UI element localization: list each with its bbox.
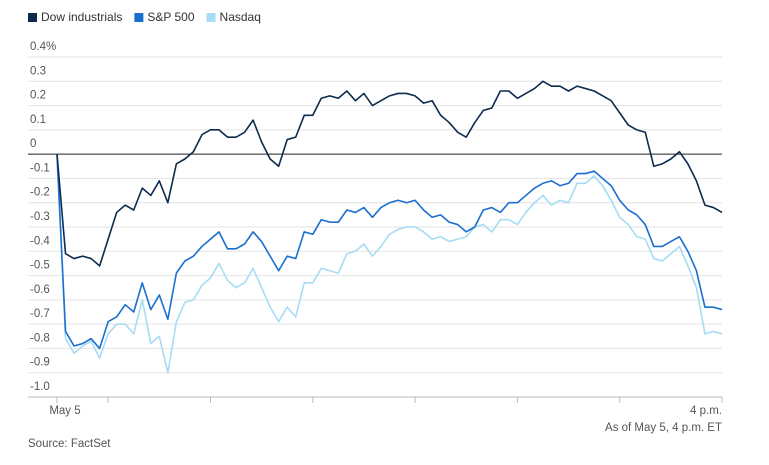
x-axis: May 5 4 p.m. — [28, 396, 723, 417]
y-tick-label: 0.2 — [30, 90, 46, 102]
legend-label: Dow industrials — [41, 10, 122, 24]
y-tick-label: -0.9 — [30, 357, 50, 369]
source: Source: FactSet — [28, 438, 111, 450]
y-tick-label: 0.1 — [30, 114, 46, 126]
y-tick-label: 0.3 — [30, 65, 46, 77]
legend-swatch — [28, 13, 37, 22]
y-tick-label: -0.3 — [30, 211, 50, 223]
y-tick-label: -0.8 — [30, 332, 50, 344]
legend: Dow industrials S&P 500 Nasdaq — [28, 10, 261, 24]
legend-label: Nasdaq — [220, 10, 261, 24]
grid: 0.4% 0.3 0.2 0.1 0 -0.1 -0.2 -0.3 -0.4 -0.5 -0.6 -0… — [28, 41, 722, 398]
y-tick-label: -0.6 — [30, 284, 50, 296]
note: As of May 5, 4 p.m. ET — [605, 422, 722, 434]
y-tick-label: -0.5 — [30, 260, 50, 272]
x-tick-label: 4 p.m. — [690, 405, 722, 417]
legend-swatch — [206, 13, 216, 22]
y-tick-label: 0 — [30, 138, 36, 150]
legend-label: S&P 500 — [147, 10, 194, 24]
y-tick-label: -0.2 — [30, 187, 50, 199]
series-line — [56, 154, 723, 374]
y-tick-label: -0.4 — [30, 235, 50, 247]
series-line — [56, 154, 723, 350]
legend-swatch — [134, 13, 144, 22]
y-tick-label: -0.7 — [30, 308, 50, 320]
y-tick-label: 0.4% — [30, 41, 56, 53]
y-tick-label: -1.0 — [30, 381, 50, 393]
x-tick-label: May 5 — [49, 405, 80, 417]
y-tick-label: -0.1 — [30, 162, 50, 174]
lines — [56, 80, 723, 374]
series-line — [56, 80, 723, 267]
